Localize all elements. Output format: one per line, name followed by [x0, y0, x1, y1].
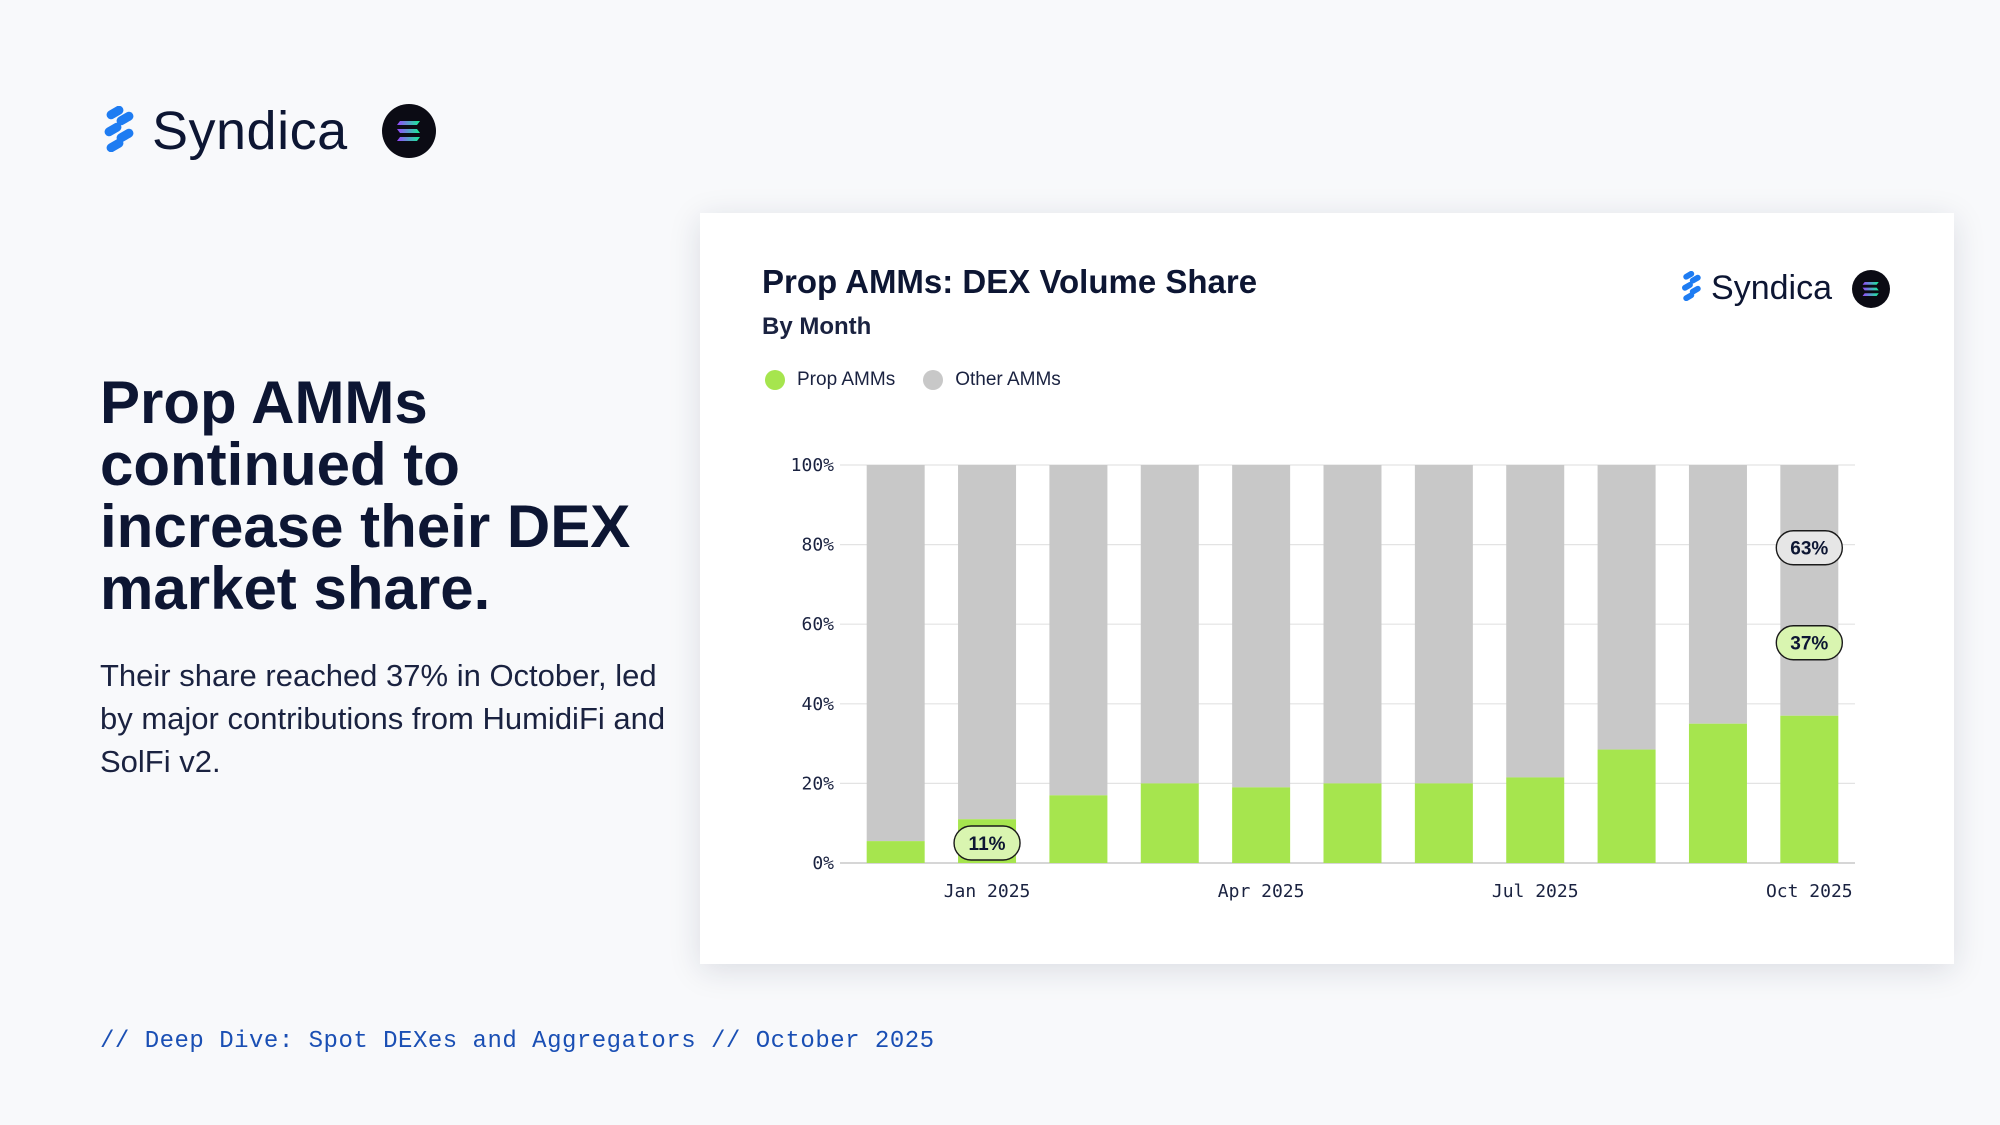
legend-swatch-prop-amms	[765, 370, 785, 390]
y-tick-label: 20%	[801, 773, 834, 794]
solana-logo-icon	[1852, 269, 1890, 308]
legend-item-prop-amms[interactable]: Prop AMMs	[765, 369, 895, 391]
bar-other-amms	[1140, 465, 1199, 784]
bar-other-amms	[1232, 465, 1291, 788]
headline: Prop AMMs continued to increase their DE…	[100, 369, 631, 622]
data-label: 11%	[969, 834, 1006, 855]
bar-other-amms	[1414, 465, 1473, 784]
card-brand: Syndica	[1679, 269, 1890, 308]
chart-legend: Prop AMMs Other AMMs	[765, 369, 1089, 391]
syndica-logo-icon	[1679, 270, 1705, 306]
legend-label-prop-amms: Prop AMMs	[797, 369, 896, 390]
y-tick-label: 60%	[801, 614, 834, 635]
y-tick-label: 0%	[812, 853, 834, 874]
card-brand-wordmark: Syndica	[1711, 269, 1832, 307]
bar-prop-amms	[1506, 777, 1565, 863]
chart-subtitle: By Month	[762, 313, 872, 340]
data-label-pill	[953, 825, 1021, 861]
bar-other-amms	[1049, 465, 1108, 796]
bar-prop-amms	[1049, 795, 1108, 863]
solana-logo-icon	[381, 104, 436, 158]
y-tick-label: 40%	[801, 694, 834, 715]
footer-caption: // Deep Dive: Spot DEXes and Aggregators…	[100, 1028, 935, 1055]
bar-prop-amms	[1323, 783, 1382, 863]
syndica-logo-icon	[100, 105, 140, 157]
y-tick-label: 80%	[801, 535, 834, 556]
bar-prop-amms	[1140, 783, 1199, 863]
x-tick-label: Jan 2025	[944, 881, 1031, 902]
chart-card: Prop AMMs: DEX Volume Share By Month Syn…	[700, 213, 1954, 964]
data-label-pill	[1775, 530, 1844, 566]
bar-prop-amms	[1414, 783, 1473, 863]
bar-other-amms	[958, 465, 1017, 820]
stacked-bar-chart: 0% 20% 40% 60% 80% 100% Jan 2025 Apr 2025 Jul 20…	[791, 455, 1855, 902]
bar-other-amms	[1780, 465, 1839, 716]
bar-prop-amms	[1688, 723, 1747, 863]
summary-text: Their share reached 37% in October, led …	[100, 658, 666, 779]
bar-prop-amms	[1780, 715, 1839, 863]
chart-title: Prop AMMs: DEX Volume Share	[762, 263, 1258, 300]
bar-prop-amms	[1232, 787, 1291, 863]
data-label: 63%	[1790, 539, 1828, 560]
bar-other-amms	[866, 465, 925, 842]
bar-prop-amms	[1597, 749, 1656, 863]
bar-other-amms	[1323, 465, 1382, 784]
bar-other-amms	[1506, 465, 1565, 778]
bar-prop-amms	[866, 841, 925, 863]
x-tick-label: Apr 2025	[1218, 881, 1305, 902]
x-tick-label: Oct 2025	[1766, 881, 1853, 902]
bar-other-amms	[1597, 465, 1656, 750]
legend-item-other-amms[interactable]: Other AMMs	[923, 369, 1061, 391]
brand-wordmark: Syndica	[152, 101, 348, 161]
x-tick-label: Jul 2025	[1492, 881, 1579, 902]
y-tick-label: 100%	[791, 455, 835, 476]
legend-label-other-amms: Other AMMs	[955, 369, 1061, 390]
data-label: 37%	[1790, 634, 1828, 655]
brand-header: Syndica	[100, 100, 436, 162]
data-label-pill	[1775, 625, 1844, 661]
legend-swatch-other-amms	[923, 370, 944, 390]
bar-other-amms	[1688, 465, 1747, 724]
